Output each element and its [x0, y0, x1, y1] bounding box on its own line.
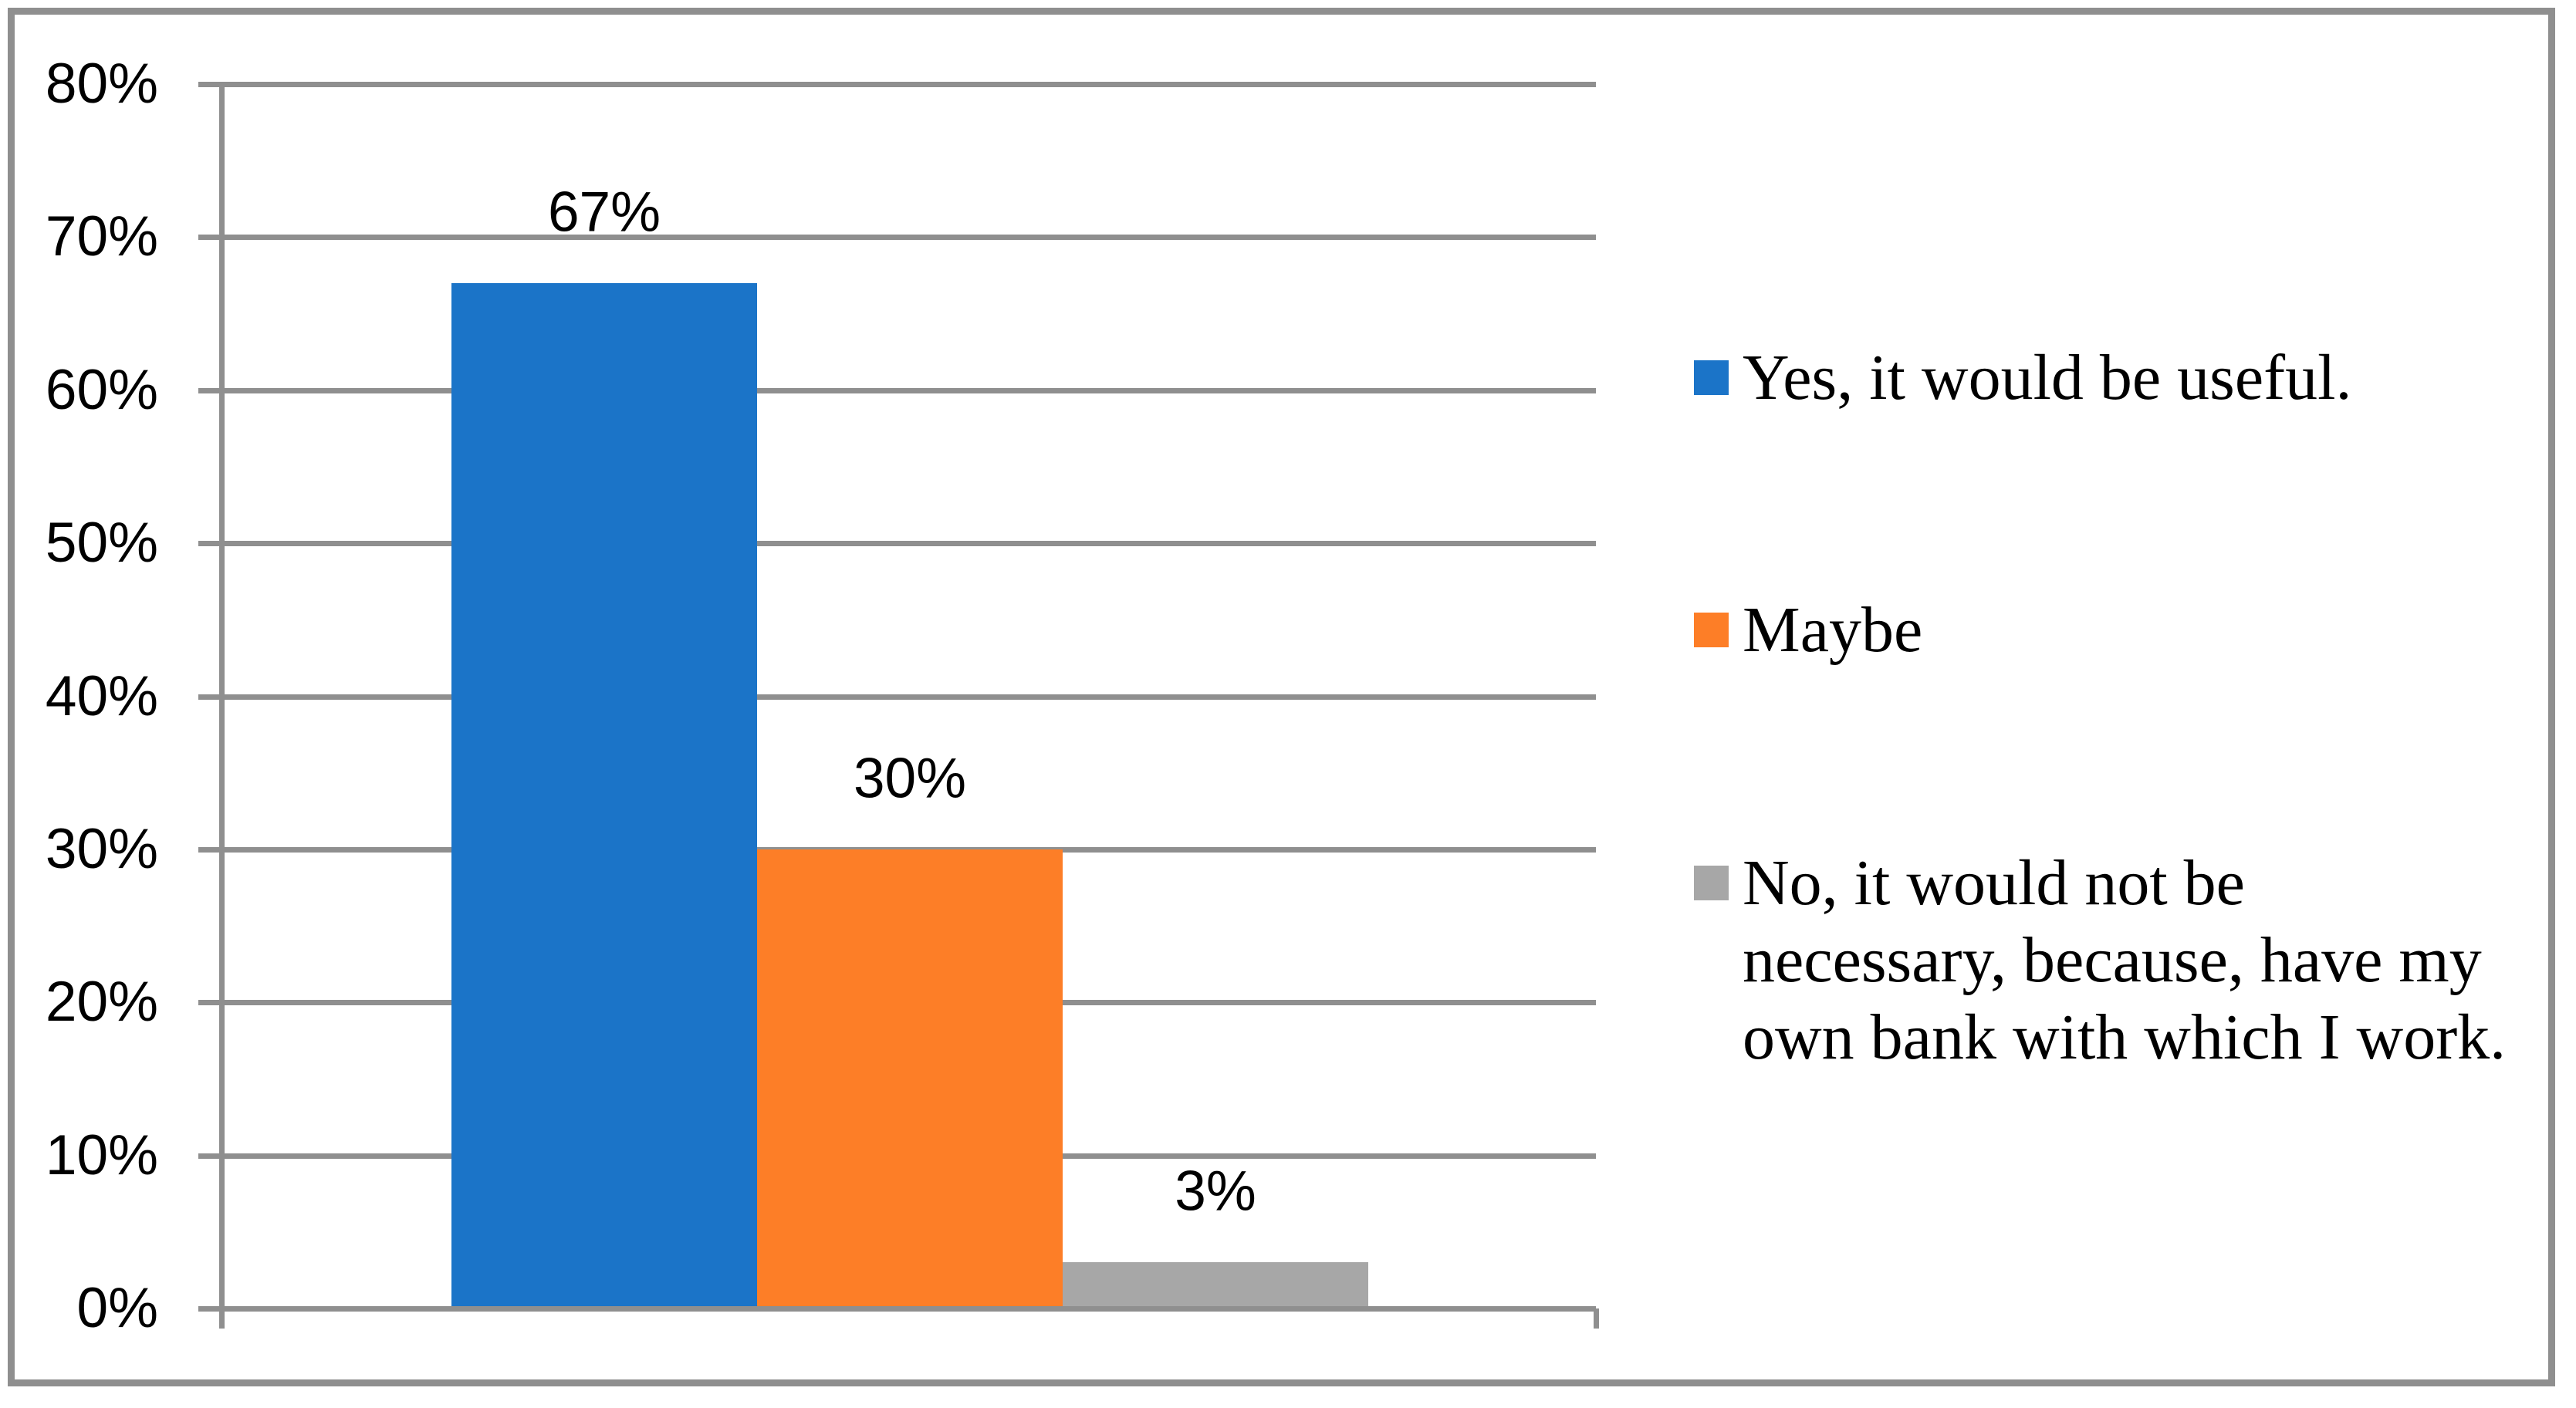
y-axis-tick	[198, 1153, 221, 1159]
gridline	[221, 387, 1596, 393]
y-axis-tick	[198, 541, 221, 547]
legend-swatch	[1694, 613, 1729, 647]
gridline	[221, 235, 1596, 241]
legend-item: Maybe	[1694, 592, 1922, 669]
gridline	[221, 82, 1596, 87]
y-axis-tick	[198, 846, 221, 853]
y-axis-tick-label: 80%	[45, 52, 158, 115]
legend-item: Yes, it would be useful.	[1694, 339, 2351, 417]
y-axis-tick	[198, 1306, 221, 1312]
chart-border	[8, 8, 2555, 1386]
bar-category-1	[451, 282, 757, 1308]
y-axis-line	[219, 82, 225, 1329]
bar-category-3	[1063, 1262, 1368, 1308]
y-axis-tick-label: 0%	[76, 1277, 158, 1339]
bar-category-2	[757, 849, 1063, 1308]
y-axis-tick-label: 10%	[45, 1123, 158, 1187]
legend-item: No, it would not be necessary, because, …	[1694, 845, 2510, 1076]
y-axis-tick	[198, 235, 221, 241]
legend-label: Maybe	[1743, 594, 1923, 666]
legend-label: No, it would not be necessary, because, …	[1743, 847, 2507, 1073]
y-axis-tick-label: 60%	[45, 358, 158, 421]
gridline	[221, 541, 1596, 547]
y-axis-tick-label: 30%	[45, 817, 158, 880]
y-axis-tick-label: 40%	[45, 664, 158, 728]
gridline	[221, 694, 1596, 700]
legend-swatch	[1694, 360, 1729, 395]
bar-data-label: 67%	[547, 181, 661, 244]
y-axis-tick	[198, 82, 221, 87]
legend-swatch	[1694, 866, 1729, 900]
x-axis-line	[221, 1306, 1596, 1312]
y-axis-tick-label: 20%	[45, 971, 158, 1034]
y-axis-tick	[198, 1000, 221, 1006]
bar-data-label: 3%	[1175, 1160, 1256, 1223]
y-axis-tick	[198, 694, 221, 700]
y-axis-tick	[198, 387, 221, 393]
bar-data-label: 30%	[853, 747, 967, 810]
y-axis-tick-label: 70%	[45, 205, 158, 268]
y-axis-tick-label: 50%	[45, 512, 158, 575]
legend-label: Yes, it would be useful.	[1743, 342, 2352, 414]
x-axis-end-tick	[1594, 1308, 1599, 1329]
